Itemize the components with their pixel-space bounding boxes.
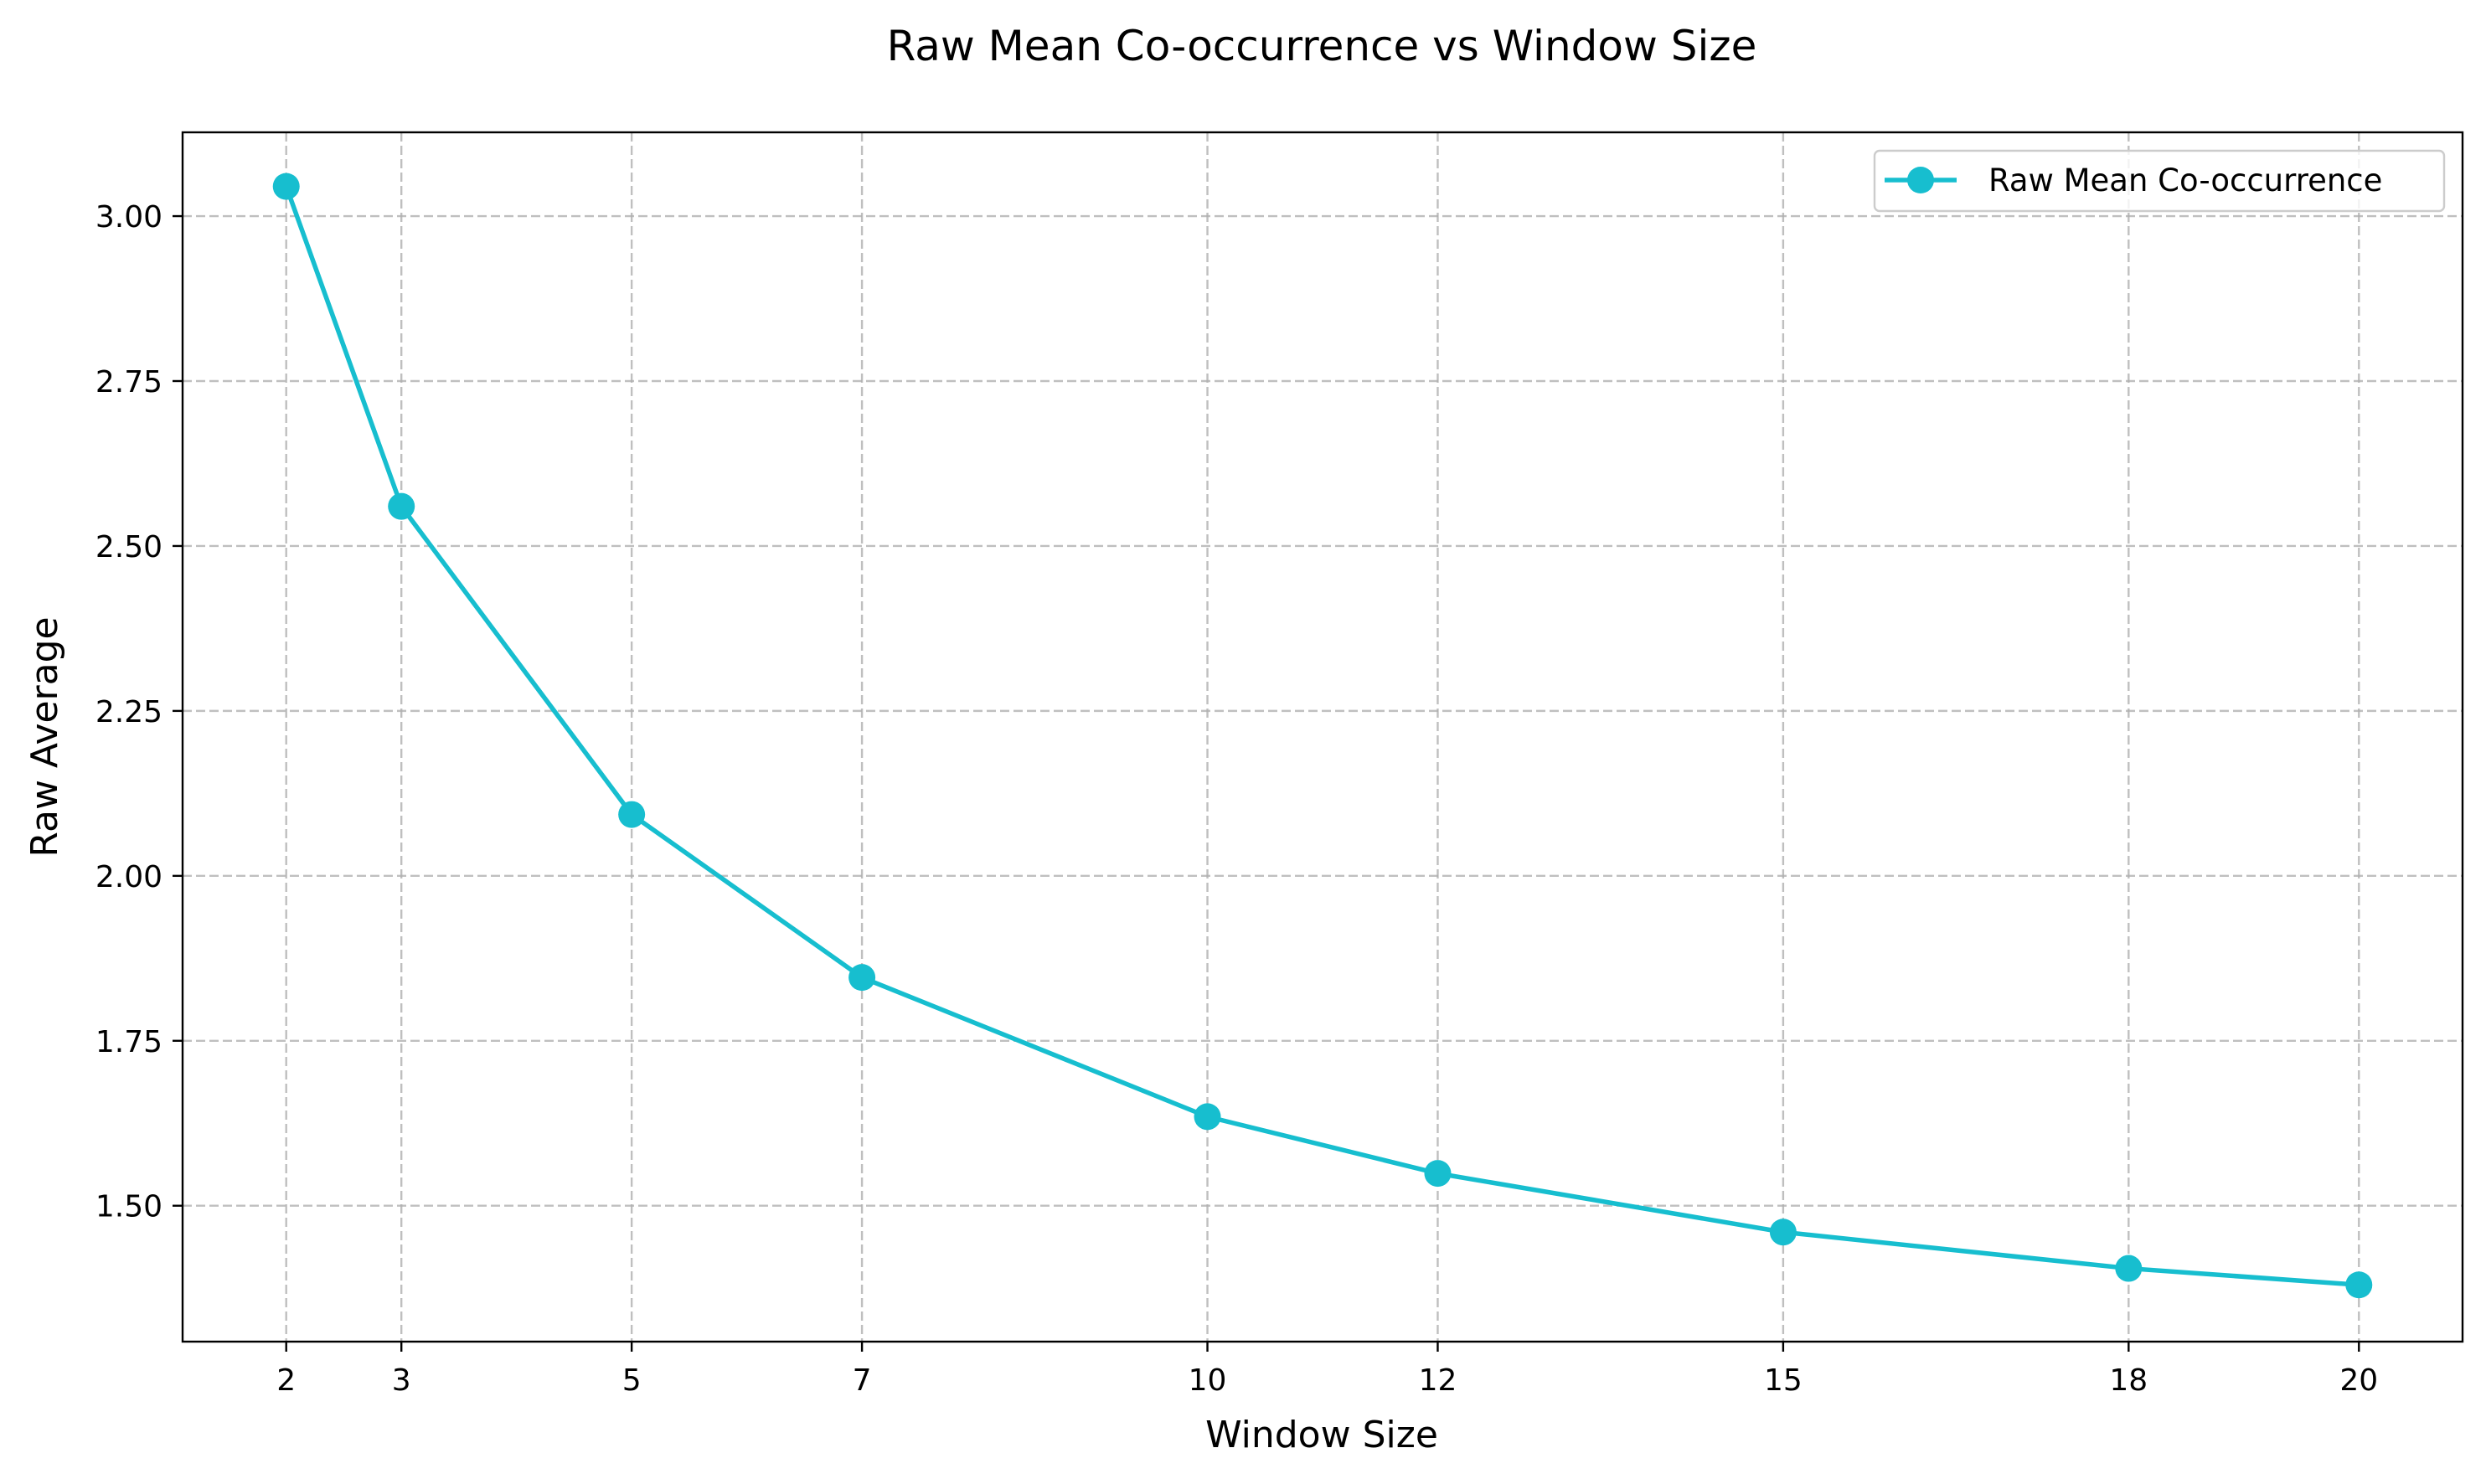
y-tick-label: 2.75 — [95, 365, 162, 399]
data-point[interactable] — [1424, 1160, 1452, 1188]
y-tick-label: 1.50 — [95, 1190, 162, 1224]
y-tick-label: 2.00 — [95, 860, 162, 894]
legend-box — [1873, 149, 2446, 213]
x-tick-label: 20 — [2339, 1363, 2378, 1398]
x-tick-label: 10 — [1189, 1363, 1227, 1398]
data-point[interactable] — [272, 173, 300, 200]
data-point[interactable] — [2345, 1271, 2373, 1299]
chart-title: Raw Mean Co-occurrence vs Window Size — [887, 22, 1757, 70]
data-point[interactable] — [848, 964, 876, 992]
y-axis-ticks: 1.50 1.75 2.00 2.25 2.50 2.75 3.00 — [95, 200, 183, 1224]
grid-layer — [183, 132, 2463, 1342]
data-point[interactable] — [618, 801, 646, 828]
y-tick-label: 2.25 — [95, 695, 162, 729]
x-tick-label: 7 — [853, 1363, 872, 1398]
data-point[interactable] — [2115, 1255, 2143, 1282]
data-point[interactable] — [388, 492, 415, 520]
data-point[interactable] — [1769, 1219, 1797, 1246]
x-tick-label: 5 — [622, 1363, 642, 1398]
x-tick-label: 3 — [392, 1363, 411, 1398]
plot-area-frame — [181, 131, 2464, 1343]
x-tick-label: 15 — [1764, 1363, 1803, 1398]
legend-label: Raw Mean Co-occurrence — [1988, 162, 2382, 198]
x-axis-ticks: 2 3 5 7 10 12 15 18 20 — [276, 1342, 2378, 1398]
data-point[interactable] — [1194, 1103, 1221, 1131]
x-tick-label: 2 — [276, 1363, 296, 1398]
y-tick-label: 2.50 — [95, 530, 162, 564]
x-tick-label: 18 — [2109, 1363, 2148, 1398]
legend-marker-swatch — [1907, 167, 1934, 193]
y-tick-label: 1.75 — [95, 1025, 162, 1059]
y-axis-label: Raw Average — [23, 616, 66, 857]
x-tick-label: 12 — [1419, 1363, 1457, 1398]
x-axis-label: Window Size — [1205, 1414, 1438, 1456]
series-line — [283, 183, 2362, 1288]
series-layer — [272, 173, 2373, 1299]
y-tick-label: 3.00 — [95, 200, 162, 234]
legend[interactable]: Raw Mean Co-occurrence — [1873, 149, 2446, 213]
